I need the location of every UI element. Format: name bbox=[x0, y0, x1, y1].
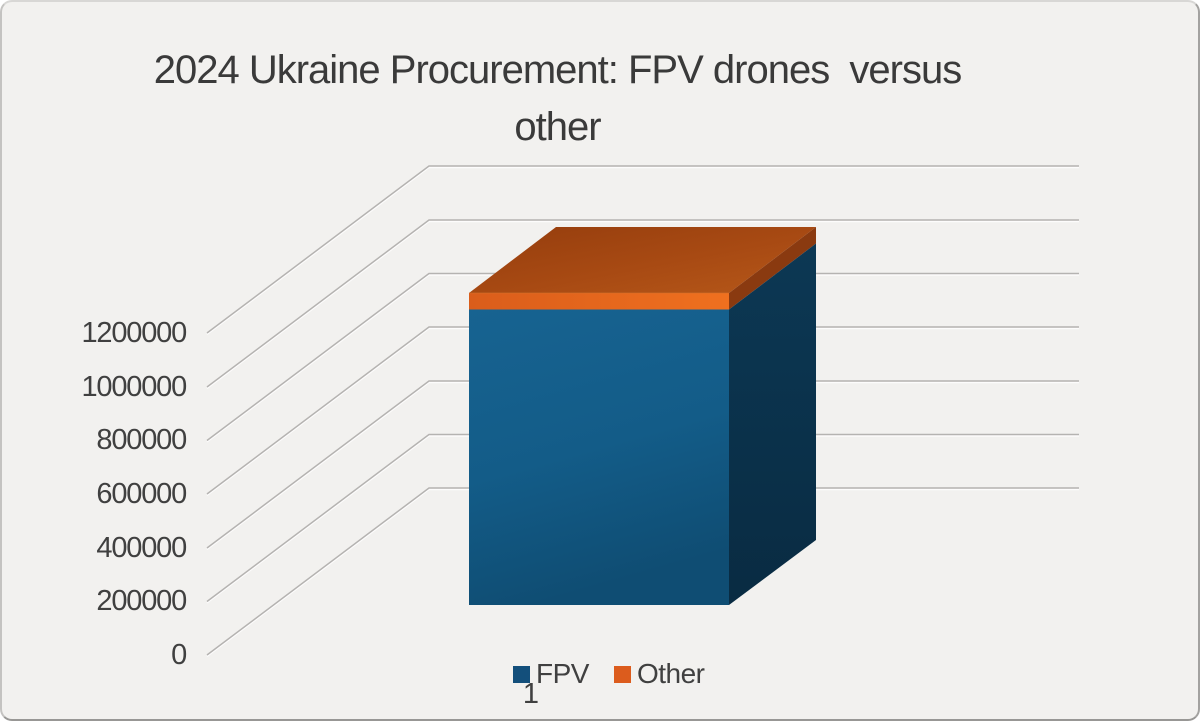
y-axis-label-800000: 800000 bbox=[96, 424, 187, 456]
chart-title-line-1: 2024 Ukraine Procurement: FPV drones ver… bbox=[153, 48, 963, 92]
value-axis: 1200000 1000000 800000 600000 400000 200… bbox=[2, 2, 188, 719]
y-axis-label-400000: 400000 bbox=[96, 532, 187, 564]
legend-item-other: Other bbox=[613, 658, 705, 690]
legend-label-fpv: FPV bbox=[536, 658, 589, 689]
grid-line-400000 bbox=[206, 380, 1079, 551]
other-segment-front-face bbox=[469, 293, 729, 310]
y-axis-label-0: 0 bbox=[171, 639, 187, 671]
gridlines bbox=[206, 165, 1079, 658]
y-axis-label-1000000: 1000000 bbox=[81, 371, 188, 403]
y-axis-label-200000: 200000 bbox=[96, 585, 187, 617]
fpv-segment-front-face bbox=[469, 309, 729, 605]
legend: FPV Other bbox=[513, 658, 705, 690]
stacked-column bbox=[469, 227, 816, 605]
y-axis-label-600000: 600000 bbox=[96, 478, 187, 510]
fpv-segment-side-face bbox=[729, 243, 816, 605]
chart-title-line-2: other bbox=[514, 105, 601, 149]
grid-line-200000 bbox=[206, 433, 1079, 604]
chart-title: 2024 Ukraine Procurement: FPV drones ver… bbox=[40, 42, 1075, 156]
grid-line-0 bbox=[206, 487, 1079, 658]
other-segment-top-face bbox=[469, 227, 816, 293]
grid-line-800000 bbox=[206, 272, 1079, 443]
other-series-swatch-icon bbox=[613, 665, 631, 683]
legend-item-fpv: FPV bbox=[513, 658, 589, 690]
y-axis-label-1200000: 1200000 bbox=[81, 317, 188, 349]
fpv-series-swatch-icon bbox=[513, 665, 530, 683]
legend-label-other: Other bbox=[636, 658, 705, 689]
grid-line-1200000 bbox=[206, 165, 1079, 336]
other-segment-side-face bbox=[729, 227, 816, 310]
grid-line-1000000 bbox=[206, 219, 1079, 390]
grid-line-600000 bbox=[206, 326, 1079, 497]
category-axis-label: 1 bbox=[522, 678, 540, 710]
